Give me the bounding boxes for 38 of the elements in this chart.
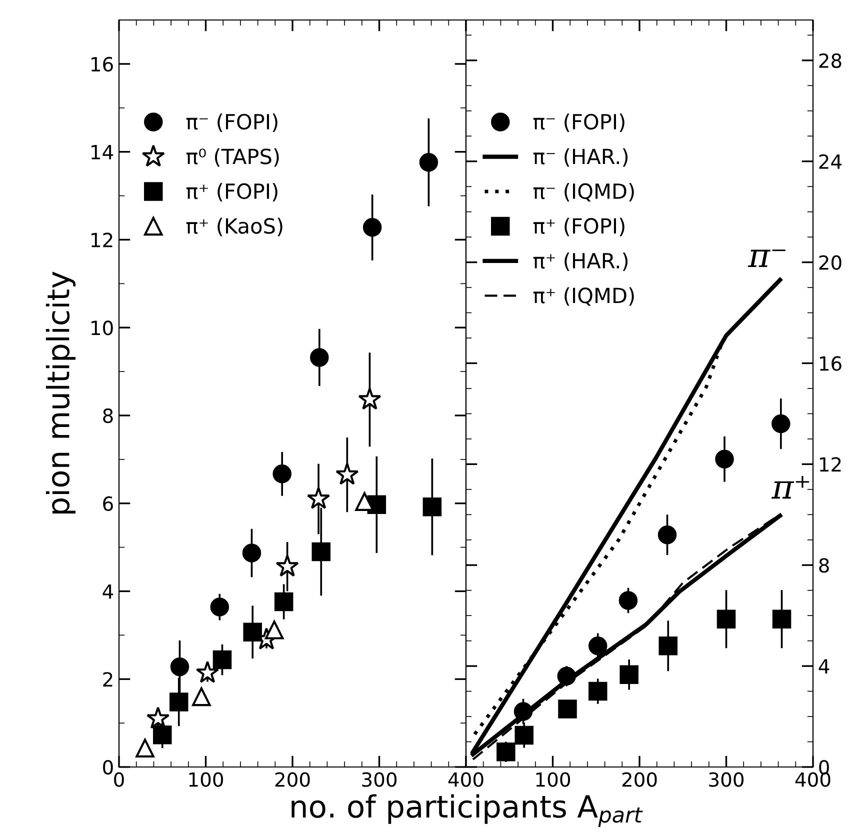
annotation: π⁻ [748, 250, 786, 268]
y-tick-label: 10 [92, 320, 113, 336]
y-tick-label: 24 [819, 154, 842, 169]
y-tick-label: 14 [92, 145, 114, 160]
y-tick-label: 2 [103, 672, 112, 687]
legend-label: π⁺ (KaoS) [186, 218, 282, 236]
legend-label: π⁻ (FOPI) [186, 113, 278, 132]
y-tick-label: 16 [820, 356, 842, 371]
legend-label: π⁰ (TAPS) [186, 148, 279, 167]
y-tick-label: 20 [819, 255, 842, 270]
legend-label: π⁺ (FOPI) [186, 182, 278, 202]
y-tick-label: 6 [103, 496, 113, 512]
x-tick-label: 200 [275, 772, 310, 787]
x-tick-label: 300 [362, 772, 397, 787]
x-tick-label: 300 [709, 772, 744, 787]
y-tick-label: 0 [103, 760, 113, 775]
y-tick-label: 28 [819, 53, 842, 68]
x-tick-label: 100 [536, 772, 570, 787]
legend-label: π⁻ (FOPI) [533, 113, 624, 132]
legend-label: π⁺ (IQMD) [533, 287, 634, 306]
y-tick-label: 8 [819, 558, 829, 573]
y-tick-label: 4 [102, 584, 114, 599]
x-tick-label: 200 [622, 772, 657, 787]
x-axis-title: no. of participants A$_{part}$ [292, 794, 643, 827]
y-tick-label: 12 [820, 457, 841, 472]
legend-label: π⁻ (IQMD) [533, 182, 634, 202]
y-tick-label: 8 [103, 408, 113, 424]
legend-label: π⁺ (FOPI) [533, 218, 624, 236]
x-tick-label: 100 [189, 772, 224, 787]
y-tick-label: 4 [818, 659, 830, 674]
annotation: π⁺ [771, 476, 810, 499]
legend-label: π⁺ (HAR.) [533, 252, 628, 272]
x-tick-label: 0 [114, 772, 124, 787]
x-tick-label: 400 [448, 772, 484, 787]
y-tick-label: 16 [92, 56, 113, 72]
y-axis-title: pion multiplicity [46, 272, 76, 514]
legend-label: π⁻ (HAR.) [533, 148, 628, 167]
y-tick-label: 12 [92, 232, 112, 248]
